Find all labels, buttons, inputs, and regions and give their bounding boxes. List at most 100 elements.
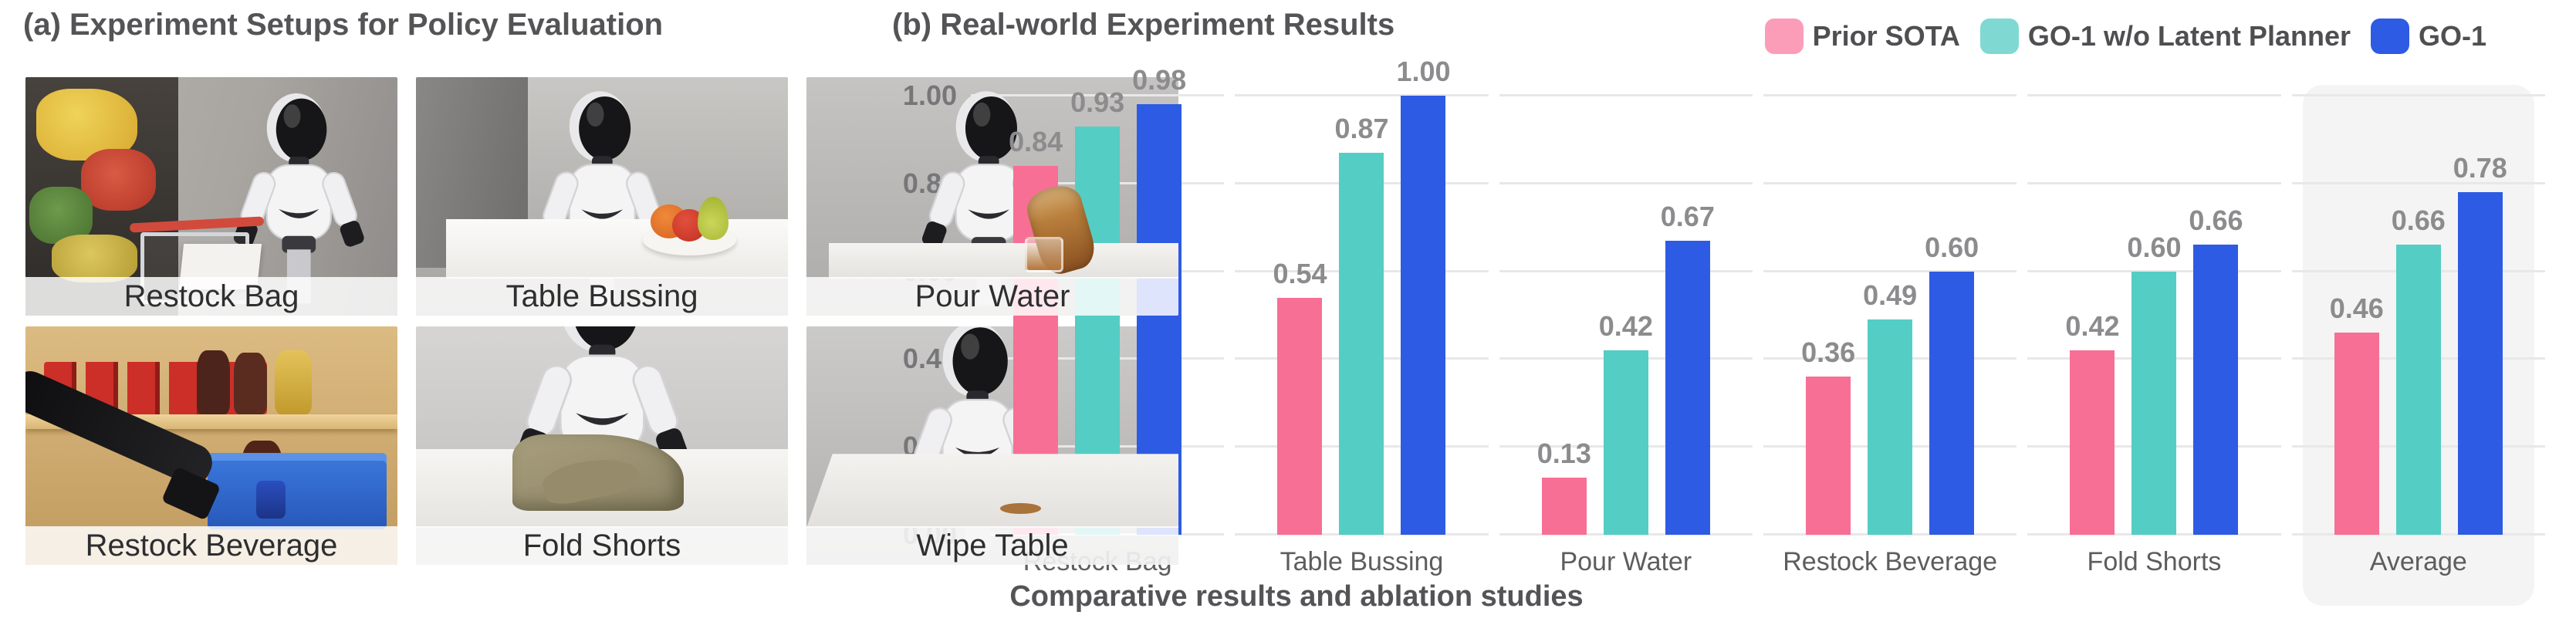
chart-panel-average: 0.46 0.66 0.78 Average <box>2291 85 2545 606</box>
photo-label-band: Fold Shorts <box>416 526 788 565</box>
legend-swatch-icon <box>1979 19 2019 54</box>
bar-value-label: 0.46 <box>2329 292 2384 325</box>
photo-label: Table Bussing <box>505 279 698 313</box>
snack-bag-yellow <box>36 89 137 161</box>
bar-value-label: 0.13 <box>1536 438 1591 470</box>
bar-go-1-w-o-latent-planner-pour-water <box>1603 350 1648 535</box>
bar-go-1-w-o-latent-planner-table-bussing <box>1339 152 1384 535</box>
legend-swatch-icon <box>1764 19 1804 54</box>
bar-value-label: 0.42 <box>2065 310 2120 343</box>
bar-slot: 0.54 <box>1273 96 1327 535</box>
gridline <box>1499 94 1753 96</box>
gridline <box>1763 269 2017 272</box>
chart-panel-table-bussing: 0.54 0.87 1.00 Table Bussing <box>1235 56 1489 576</box>
panel-b-title: (b) Real-world Experiment Results <box>892 8 1395 42</box>
y-tick-1.00: 1.00 <box>902 79 957 111</box>
dark-bottle <box>196 350 231 415</box>
bar-slot: 0.87 <box>1334 96 1389 535</box>
legend-label: Prior SOTA <box>1812 20 1960 52</box>
table <box>806 454 1178 528</box>
bar-chart: 1.000.800.600.400.200.00 0.840.930.98Res… <box>903 56 2545 606</box>
bar-group-pour-water: 0.13 0.42 0.67 <box>1499 96 1753 535</box>
photo-label: Restock Beverage <box>85 528 338 563</box>
bar-slot: 0.49 <box>1863 96 1917 535</box>
bar-value-label: 0.49 <box>1863 279 1918 312</box>
bar-slot: 0.78 <box>2453 96 2507 535</box>
bar-prior-sota-pour-water <box>1541 478 1587 535</box>
legend-swatch-icon <box>2370 19 2409 54</box>
category-label-table-bussing: Table Bussing <box>1280 547 1444 576</box>
photo-label-band: Wipe Table <box>806 526 1178 565</box>
bar-prior-sota-restock-beverage <box>1806 377 1851 535</box>
bar-prior-sota-table-bussing <box>1277 297 1323 535</box>
bar-go-1-table-bussing <box>1401 96 1446 535</box>
yellow-bottle <box>274 350 313 415</box>
blue-can <box>255 480 286 519</box>
legend-label: GO-1 <box>2418 20 2486 52</box>
gridline <box>2027 269 2281 272</box>
photo-label: Wipe Table <box>916 528 1069 563</box>
bar-value-label: 0.54 <box>1273 257 1327 289</box>
gridline <box>1235 94 1489 96</box>
photo-label: Pour Water <box>914 279 1070 313</box>
bar-slot: 1.00 <box>1396 56 1451 535</box>
bar-slot: 0.46 <box>2330 96 2384 535</box>
gridline <box>971 94 1225 96</box>
category-label-fold-shorts: Fold Shorts <box>2087 547 2222 576</box>
bar-value-label: 0.98 <box>1132 64 1187 96</box>
photo-label-band: Restock Beverage <box>25 526 397 565</box>
stain-spot <box>999 503 1041 514</box>
table <box>828 242 1178 279</box>
bar-slot: 0.13 <box>1537 96 1591 535</box>
bar-go-1-fold-shorts <box>2193 245 2239 535</box>
bar-slot: 0.66 <box>2392 96 2446 535</box>
photo-label-band: Pour Water <box>806 277 1178 316</box>
chart-panel-restock-beverage: 0.36 0.49 0.60 Restock Beverage <box>1763 94 2017 576</box>
snack-bag-green <box>29 187 93 245</box>
gridline <box>1763 181 2017 184</box>
bar-prior-sota-average <box>2334 333 2379 535</box>
panel-b: (b) Real-world Experiment Results Prior … <box>880 0 2576 642</box>
gridline <box>1499 269 1753 272</box>
legend-item-prior-sota: Prior SOTA <box>1764 19 1960 54</box>
bar-slot: 0.67 <box>1661 96 1715 535</box>
bar-value-label: 1.00 <box>1396 56 1451 87</box>
photo-fold-shorts: Fold Shorts <box>416 326 788 565</box>
chart-legend: Prior SOTA GO-1 w/o Latent Planner GO-1 <box>1764 19 2486 54</box>
chart-panel-pour-water: 0.13 0.42 0.67 Pour Water <box>1499 94 1753 576</box>
bar-value-label: 0.60 <box>1925 231 1979 263</box>
dark-bottle-2 <box>233 352 268 415</box>
photo-restock-beverage: Restock Beverage <box>25 326 397 565</box>
bar-group-average: 0.46 0.66 0.78 <box>2292 96 2545 535</box>
bar-group-table-bussing: 0.54 0.87 1.00 <box>1235 56 1488 535</box>
legend-item-go1: GO-1 <box>2370 19 2486 54</box>
bar-go-1-restock-beverage <box>1929 271 1975 535</box>
panel-a: (a) Experiment Setups for Policy Evaluat… <box>0 0 1178 642</box>
category-label-average: Average <box>2369 547 2467 576</box>
bar-go-1-w-o-latent-planner-fold-shorts <box>2131 271 2177 535</box>
bar-slot: 0.60 <box>2127 96 2182 535</box>
bar-slot: 0.60 <box>1925 96 1979 535</box>
chart-panel-fold-shorts: 0.42 0.60 0.66 Fold Shorts <box>2027 94 2281 576</box>
bar-value-label: 0.42 <box>1598 310 1653 343</box>
photo-label-band: Restock Bag <box>25 277 397 316</box>
photo-table-bussing: Table Bussing <box>416 77 788 316</box>
bar-slot: 0.42 <box>1599 96 1653 535</box>
bar-value-label: 0.66 <box>2391 204 2446 237</box>
chart-caption: Comparative results and ablation studies <box>1009 580 1584 613</box>
bar-value-label: 0.60 <box>2127 231 2182 263</box>
category-label-pour-water: Pour Water <box>1560 547 1692 576</box>
bar-slot: 0.66 <box>2189 96 2243 535</box>
bar-group-restock-beverage: 0.36 0.49 0.60 <box>1763 96 2017 535</box>
gridline <box>2027 181 2281 184</box>
photo-restock-bag: Restock Bag <box>25 77 397 316</box>
bar-go-1-pour-water <box>1665 240 1710 535</box>
snack-bag-yellow-2 <box>51 234 137 282</box>
photo-label: Restock Bag <box>123 279 299 313</box>
legend-label: GO-1 w/o Latent Planner <box>2027 20 2351 52</box>
bar-value-label: 0.84 <box>1009 126 1063 158</box>
bar-value-label: 0.67 <box>1660 200 1715 232</box>
bar-prior-sota-fold-shorts <box>2070 350 2115 535</box>
gridline <box>1499 181 1753 184</box>
table <box>445 218 788 279</box>
